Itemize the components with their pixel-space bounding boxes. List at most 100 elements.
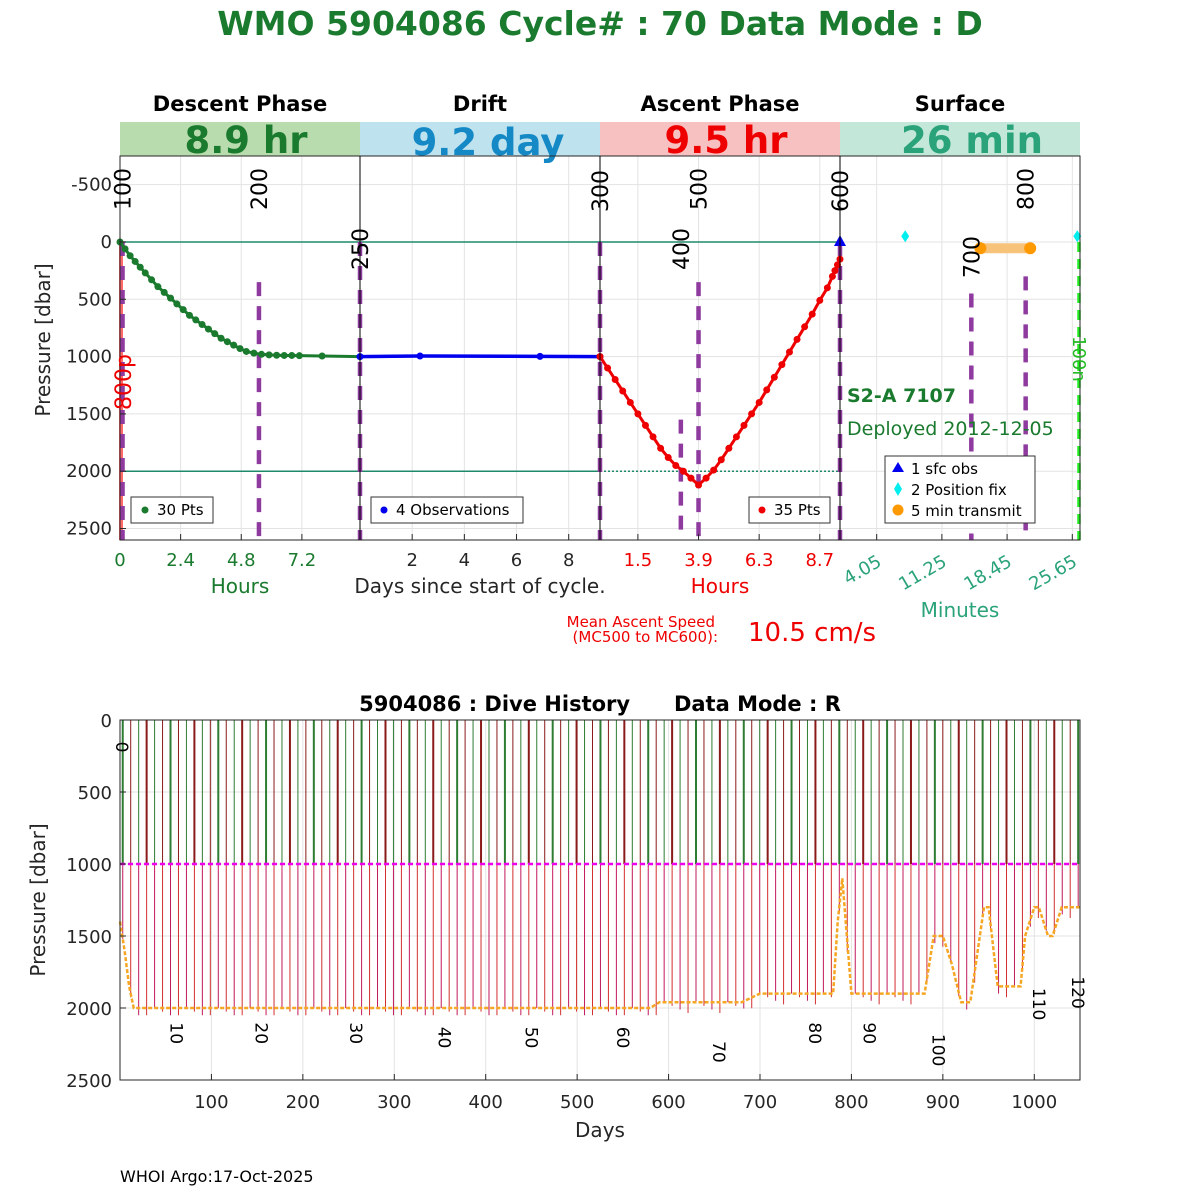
cycle-label-90: 90 (859, 1022, 879, 1044)
bottom-ytick-label: 500 (78, 783, 112, 804)
bottom-xtick-label: 200 (286, 1092, 320, 1113)
ascent-speed-label1: Mean Ascent Speed (567, 613, 715, 631)
descent-legend-text: 30 Pts (157, 501, 204, 519)
drift-legend-text: 4 Observations (396, 501, 510, 519)
ascent-point (657, 444, 665, 452)
cycle-label-40: 40 (434, 1027, 454, 1049)
bottom-xlabel: Days (575, 1118, 625, 1142)
descent-point (167, 294, 175, 302)
bottom-xtick-label: 300 (377, 1092, 411, 1113)
mc-label-700: 700 (960, 236, 985, 278)
phase-drift-name: Drift (453, 92, 507, 116)
ascent-xtick-label: 1.5 (624, 550, 653, 571)
bottom-ytick-label: 0 (101, 711, 112, 732)
drift-legend: 4 Observations (370, 496, 524, 524)
bottom-title: 5904086 : Dive History Data Mode : R (359, 692, 841, 716)
legend-transmit: 5 min transmit (911, 502, 1022, 520)
ascent-point (755, 398, 763, 406)
surface-xtick-label: 11.25 (895, 551, 950, 595)
transmit-end (1024, 242, 1037, 255)
mc-label-800: 800 (1015, 168, 1040, 210)
legend-sfc-obs: 1 sfc obs (911, 460, 978, 478)
descent-point (230, 341, 238, 349)
float-model: S2-A 7107 (847, 385, 956, 407)
mc-label-400: 400 (670, 228, 695, 270)
ascent-point (641, 421, 649, 429)
ascent-point (672, 461, 680, 469)
surface-xlabel: Minutes (921, 598, 1000, 622)
descent-xtick-label: 4.8 (227, 550, 256, 571)
descent-point (288, 351, 296, 359)
top-ytick-label: 2000 (66, 461, 112, 482)
drift-point (416, 352, 424, 360)
phase-surface-name: Surface (915, 92, 1005, 116)
ascent-point (626, 398, 634, 406)
ascent-duration: 9.5 hr (664, 119, 788, 162)
mc-label-250: 250 (349, 228, 374, 270)
cycle-label-110: 110 (1028, 988, 1048, 1020)
descent-legend: 30 Pts (130, 496, 214, 524)
legend-position-fix: 2 Position fix (911, 481, 1007, 499)
ascent-xtick-label: 3.9 (684, 550, 713, 571)
mc-label-600: 600 (829, 170, 854, 212)
descent-point (131, 257, 139, 265)
bottom-xtick-label: 600 (651, 1092, 685, 1113)
descent-point (295, 352, 303, 360)
ascent-point (740, 421, 748, 429)
ascent-point (748, 410, 756, 418)
surface-legend: 1 sfc obs 2 Position fix 5 min transmit (884, 455, 1036, 524)
ascent-xlabel: Hours (691, 574, 750, 598)
bottom-ylabel: Pressure [dbar] (26, 823, 50, 976)
ascent-point (763, 386, 771, 394)
cycle-label-70: 70 (708, 1041, 728, 1063)
bottom-xtick-label: 700 (743, 1092, 777, 1113)
drift-xtick-label: 2 (406, 550, 417, 571)
drift-profile-line (359, 354, 601, 359)
drift-xlabel: Days since start of cycle. (354, 574, 605, 598)
descent-point (141, 269, 149, 277)
bottom-xtick-label: 400 (469, 1092, 503, 1113)
ascent-point (710, 466, 718, 474)
descent-overlay-label: 800p (112, 354, 137, 410)
descent-point (257, 350, 265, 358)
surface-xtick-label: 25.65 (1026, 551, 1081, 595)
cycle-label-20: 20 (251, 1022, 271, 1044)
ascent-point (679, 467, 687, 475)
ascent-point (702, 474, 710, 482)
descent-xtick-label: 2.4 (166, 550, 195, 571)
cycle-label-30: 30 (345, 1022, 365, 1044)
ascent-point (732, 433, 740, 441)
surface-xtick-label: 4.05 (840, 551, 885, 589)
drift-point (536, 352, 544, 360)
descent-point (126, 252, 134, 260)
descent-point (192, 316, 200, 324)
ascent-speed-value: 10.5 cm/s (748, 618, 876, 648)
ascent-band (600, 122, 840, 156)
top-ytick-label: 2500 (66, 519, 112, 540)
top-ytick-label: -500 (71, 175, 112, 196)
cycle-label-100: 100 (927, 1034, 947, 1066)
descent-point (242, 347, 250, 355)
descent-xlabel: Hours (211, 574, 270, 598)
drift-xtick-label: 6 (511, 550, 522, 571)
ascent-point (619, 387, 627, 395)
descent-point (148, 276, 156, 284)
surface-band (840, 122, 1080, 156)
top-ylabel: Pressure [dbar] (31, 263, 55, 416)
top-ytick-label: 1000 (66, 347, 112, 368)
surface-xtick-label: 18.45 (960, 551, 1015, 595)
descent-point (204, 325, 212, 333)
descent-point (198, 321, 206, 329)
bottom-chart-lines (118, 720, 1080, 1016)
deployed-date: Deployed 2012-12-05 (847, 418, 1054, 440)
drift-band (360, 122, 600, 156)
surface-duration: 26 min (901, 119, 1043, 162)
ascent-point (828, 272, 836, 280)
ascent-speed-label2: (MC500 to MC600): (573, 628, 718, 646)
bottom-xtick-label: 900 (926, 1092, 960, 1113)
ascent-xtick-label: 8.7 (805, 550, 834, 571)
descent-point (154, 283, 162, 291)
top-chart-marks (116, 230, 1082, 489)
drift-xtick-label: 8 (563, 550, 574, 571)
descent-point (179, 306, 187, 314)
